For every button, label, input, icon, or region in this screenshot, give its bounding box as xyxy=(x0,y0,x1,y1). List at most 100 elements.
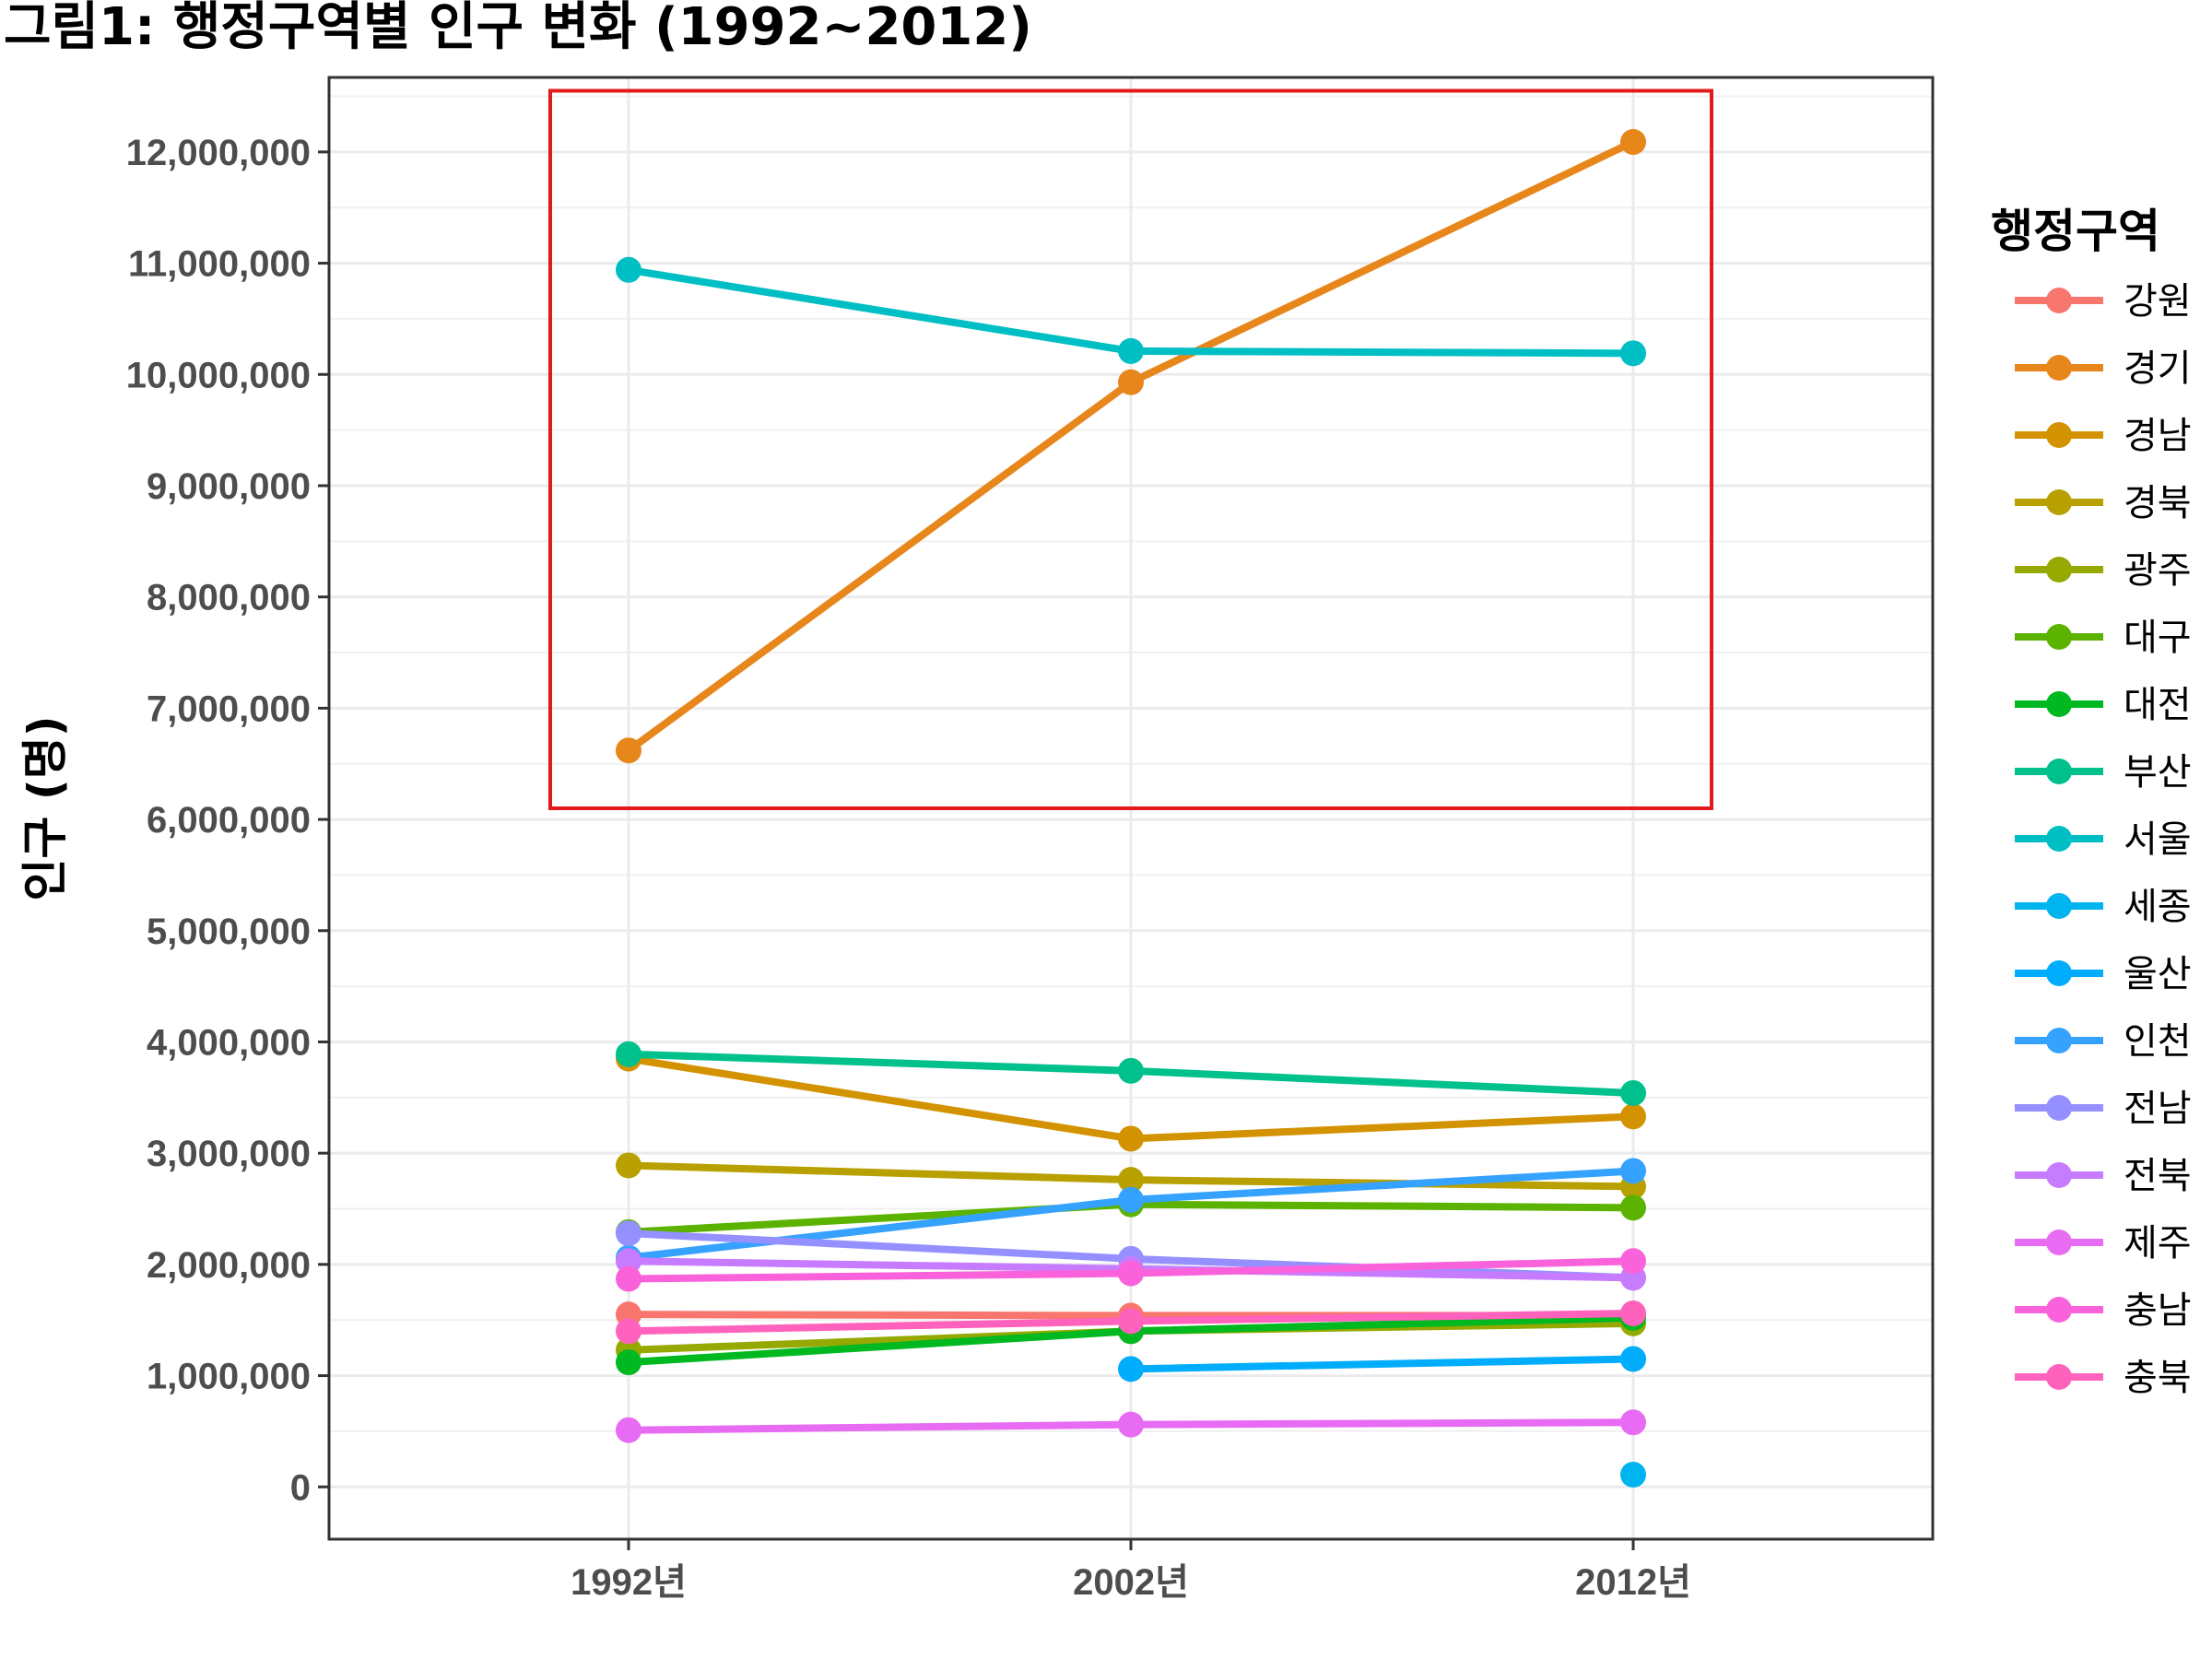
data-point xyxy=(1118,1125,1144,1152)
legend-label: 경남 xyxy=(2124,415,2192,457)
series-부산 xyxy=(616,1041,1646,1106)
series-경기 xyxy=(616,129,1646,764)
legend-item: 울산 xyxy=(2015,953,2192,995)
legend-key-point xyxy=(2046,1364,2072,1390)
legend-title: 행정구역 xyxy=(1991,205,2160,258)
y-tick-label: 8,000,000 xyxy=(147,578,311,618)
y-tick-label: 12,000,000 xyxy=(126,133,311,173)
legend-item: 경북 xyxy=(2015,482,2192,524)
y-axis-title: 인구 (명) xyxy=(18,715,72,900)
legend-key-point xyxy=(2046,759,2072,784)
legend-key-point xyxy=(2046,1297,2072,1323)
series-울산 xyxy=(1118,1346,1646,1382)
legend-item: 전남 xyxy=(2015,1088,2192,1130)
data-point xyxy=(1118,1057,1144,1084)
y-axis: 0 1,000,000 2,000,000 3,000,000 4,000,000 5,0… xyxy=(126,133,329,1508)
data-point xyxy=(1620,340,1646,367)
legend-item: 경기 xyxy=(2015,347,2192,390)
legend-label: 경북 xyxy=(2124,482,2192,524)
data-point xyxy=(1620,1300,1646,1326)
x-tick-label: 2002년 xyxy=(1073,1562,1189,1603)
data-point xyxy=(1118,1356,1144,1382)
y-tick-label: 3,000,000 xyxy=(147,1134,311,1174)
legend-label: 서울 xyxy=(2124,818,2192,861)
data-point xyxy=(1620,129,1646,156)
series-서울 xyxy=(616,256,1646,367)
data-point xyxy=(1118,1308,1144,1335)
data-point xyxy=(616,737,641,764)
highlight-box xyxy=(548,88,1713,811)
series-충남 xyxy=(616,1248,1646,1292)
data-point xyxy=(1118,1260,1144,1287)
legend-item: 충북 xyxy=(2015,1357,2192,1399)
series-충북 xyxy=(616,1300,1646,1345)
legend-item: 서울 xyxy=(2015,818,2192,861)
legend-key-point xyxy=(2046,960,2072,986)
legend-item: 경남 xyxy=(2015,415,2192,457)
data-point xyxy=(1620,1461,1646,1488)
legend-item: 세종 xyxy=(2015,886,2192,928)
series-세종 xyxy=(1620,1461,1646,1488)
legend-item: 광주 xyxy=(2015,549,2192,592)
legend-label: 인천 xyxy=(2124,1020,2192,1063)
data-point xyxy=(1118,1186,1144,1213)
data-point xyxy=(1118,337,1144,364)
series-제주 xyxy=(616,1409,1646,1443)
legend-label: 울산 xyxy=(2124,953,2192,995)
data-point xyxy=(616,1318,641,1345)
legend-item: 충남 xyxy=(2015,1289,2192,1332)
x-tick-label: 1992년 xyxy=(571,1562,687,1603)
legend-item: 제주 xyxy=(2015,1222,2192,1265)
legend-key-point xyxy=(2046,1095,2072,1121)
legend-item: 인천 xyxy=(2015,1020,2192,1063)
legend-item: 전북 xyxy=(2015,1155,2192,1197)
legend-label: 강원 xyxy=(2124,280,2192,323)
y-tick-label: 6,000,000 xyxy=(147,800,311,841)
data-point xyxy=(1620,1103,1646,1130)
legend-label: 경기 xyxy=(2124,347,2192,390)
legend-key-point xyxy=(2046,288,2072,313)
data-point xyxy=(1620,1158,1646,1184)
legend-key-point xyxy=(2046,557,2072,582)
chart-title: 그림1: 행정구역별 인구 변화 (1992~2012) xyxy=(4,0,1032,57)
y-tick-label: 7,000,000 xyxy=(147,688,311,729)
legend-item: 강원 xyxy=(2015,280,2192,323)
legend-key-point xyxy=(2046,422,2072,448)
legend-item: 부산 xyxy=(2015,751,2192,794)
data-point xyxy=(1118,369,1144,395)
legend-key-point xyxy=(2046,355,2072,381)
data-point xyxy=(1620,1194,1646,1221)
x-tick-label: 2012년 xyxy=(1575,1562,1691,1603)
legend-label: 부산 xyxy=(2124,751,2192,794)
legend-label: 대구 xyxy=(2124,617,2192,659)
y-tick-label: 0 xyxy=(290,1467,311,1508)
legend-label: 세종 xyxy=(2124,886,2192,928)
x-axis: 1992년 2002년 2012년 xyxy=(571,1539,1691,1603)
data-point xyxy=(616,1041,641,1067)
legend-label: 충북 xyxy=(2124,1357,2192,1399)
data-point xyxy=(616,1248,641,1275)
legend-label: 전남 xyxy=(2124,1088,2192,1130)
legend-key-point xyxy=(2046,691,2072,717)
data-point xyxy=(616,1349,641,1376)
highlight-region xyxy=(548,88,1713,811)
data-point xyxy=(1118,1411,1144,1438)
legend-item: 대전 xyxy=(2015,684,2192,726)
y-tick-label: 11,000,000 xyxy=(128,244,311,285)
data-point xyxy=(1620,1079,1646,1106)
data-point xyxy=(1118,1167,1144,1194)
data-point xyxy=(616,1265,641,1292)
legend-key-point xyxy=(2046,1162,2072,1188)
data-series xyxy=(616,129,1646,1488)
legend-key-point xyxy=(2046,624,2072,650)
data-point xyxy=(616,1220,641,1247)
data-point xyxy=(616,1417,641,1443)
legend-key-point xyxy=(2046,1230,2072,1255)
data-point xyxy=(616,256,641,283)
legend-label: 제주 xyxy=(2124,1222,2192,1265)
legend-item: 대구 xyxy=(2015,617,2192,659)
data-point xyxy=(616,1152,641,1179)
legend-key-point xyxy=(2046,893,2072,919)
